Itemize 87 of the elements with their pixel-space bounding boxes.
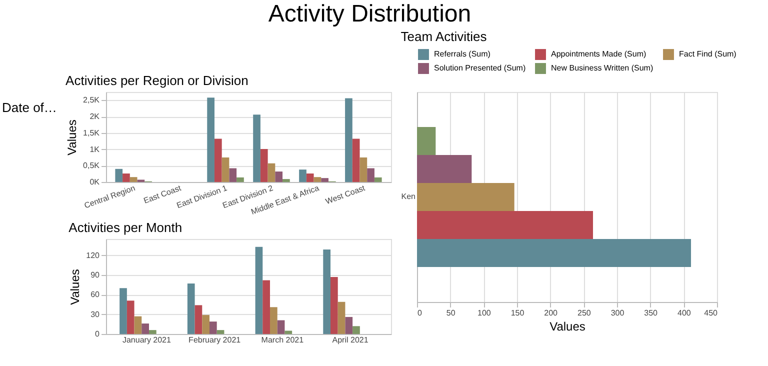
- chart-title: Activities per Region or Division: [66, 73, 248, 88]
- y-tick-label: 1,5K: [83, 128, 100, 138]
- bar: [417, 155, 472, 183]
- bar: [209, 322, 217, 334]
- bar: [306, 173, 314, 182]
- y-tick-label: Ken: [401, 192, 416, 201]
- legend-label: New Business Written (Sum): [551, 64, 654, 72]
- x-tick-label: 100: [477, 308, 492, 318]
- bar: [122, 173, 130, 182]
- bar: [275, 172, 283, 182]
- bar: [115, 168, 123, 182]
- bar: [134, 316, 142, 334]
- bar: [142, 324, 149, 334]
- text: Activity Distribution: [268, 0, 472, 28]
- bar: [338, 302, 346, 334]
- bar: [345, 98, 352, 182]
- bar: [260, 148, 268, 182]
- bar: [126, 300, 134, 334]
- legend-label: Referrals (Sum): [434, 50, 491, 59]
- bar: [207, 98, 214, 182]
- text: Date of…: [2, 100, 57, 115]
- bar: [202, 315, 210, 334]
- bar: [194, 305, 202, 334]
- y-tick-label: 0K: [90, 178, 100, 186]
- x-tick-label: January 2021: [122, 336, 172, 344]
- bar: [253, 114, 260, 182]
- bar: [314, 177, 322, 182]
- bar: [284, 330, 292, 334]
- x-tick-label: April 2021: [332, 336, 369, 344]
- legend-label: Solution Presented (Sum): [434, 64, 526, 72]
- bar: [417, 239, 691, 267]
- chart-title: Activities per Month: [68, 220, 182, 235]
- bar: [282, 179, 290, 182]
- bar: [229, 168, 237, 182]
- bar: [268, 163, 276, 182]
- y-tick-label: 120: [86, 250, 100, 260]
- legend-label: Appointments Made (Sum): [551, 50, 646, 59]
- bar: [367, 168, 374, 182]
- bar: [321, 178, 328, 182]
- bar: [236, 177, 244, 182]
- y-tick-label: 1K: [90, 144, 100, 154]
- x-tick-label: 450: [704, 308, 718, 318]
- bar: [262, 280, 270, 334]
- bar: [270, 307, 278, 334]
- legend-label: Fact Find (Sum): [679, 50, 737, 59]
- bar: [222, 157, 230, 182]
- chart-title: Team Activities: [400, 29, 488, 44]
- bar: [255, 246, 263, 334]
- x-tick-label: 0: [418, 308, 422, 318]
- x-tick-label: February 2021: [188, 336, 242, 344]
- bar: [299, 170, 306, 182]
- bar: [374, 177, 382, 182]
- y-tick-label: 30: [90, 310, 100, 319]
- y-tick-label: 2,5K: [83, 96, 100, 105]
- bar: [323, 249, 330, 334]
- y-tick-label: 60: [90, 290, 100, 300]
- bar: [216, 330, 224, 334]
- bar: [148, 330, 156, 334]
- bar: [130, 177, 138, 182]
- bar: [214, 138, 222, 182]
- y-tick-label: 0,5K: [83, 161, 100, 170]
- x-tick-label: 50: [446, 308, 456, 318]
- bar: [345, 316, 353, 334]
- bar: [330, 277, 338, 334]
- y-tick-label: 2K: [90, 112, 100, 122]
- bar: [417, 183, 514, 211]
- bar: [277, 320, 285, 334]
- bar: [360, 157, 368, 182]
- x-tick-label: 250: [577, 308, 592, 318]
- x-tick-label: 300: [610, 308, 625, 318]
- bar: [120, 288, 127, 334]
- x-tick-label: West Coast: [324, 183, 367, 206]
- bar: [417, 211, 593, 239]
- y-tick-label: 90: [90, 270, 100, 280]
- bar: [352, 138, 360, 182]
- bar: [187, 284, 195, 334]
- y-axis-title: Values: [68, 269, 82, 305]
- bar: [417, 127, 436, 155]
- x-tick-label: 350: [644, 308, 658, 318]
- y-tick-label: 0: [95, 330, 100, 338]
- x-tick-label: March 2021: [261, 336, 304, 344]
- x-tick-label: 150: [510, 308, 525, 318]
- y-axis-title: Values: [65, 120, 80, 156]
- x-axis-title: Values: [550, 320, 586, 334]
- x-tick-label: 200: [544, 308, 558, 318]
- bar: [352, 326, 360, 334]
- x-tick-label: 400: [677, 308, 692, 318]
